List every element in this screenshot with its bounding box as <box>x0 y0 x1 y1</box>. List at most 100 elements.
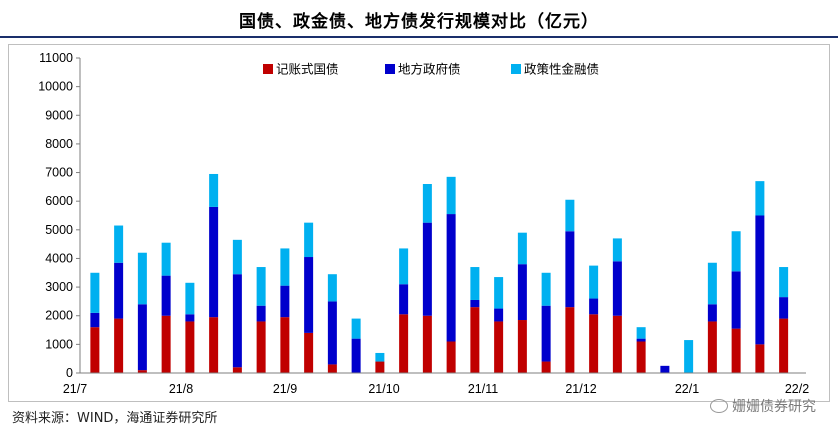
bar-segment <box>589 314 599 373</box>
legend: 记账式国债 地方政府债 政策性金融债 <box>263 62 599 77</box>
bar-segment <box>541 272 551 306</box>
bar-segment <box>541 361 551 373</box>
watermark: 姗姗债券研究 <box>710 396 816 416</box>
bar-segment <box>684 340 694 373</box>
bar-segment <box>565 307 575 373</box>
bar-segment <box>422 222 432 316</box>
bar-segment <box>589 298 599 315</box>
bar-segment <box>589 265 599 299</box>
bar-segment <box>707 304 717 322</box>
bar-segment <box>494 308 504 322</box>
bar-segment <box>161 275 171 316</box>
x-tick-label: 21/11 <box>468 382 498 396</box>
bar-segment <box>280 285 290 318</box>
bar-segment <box>731 231 741 272</box>
bar-segment <box>399 248 409 285</box>
bar-segment <box>755 215 765 345</box>
bar-segment <box>280 317 290 373</box>
y-tick-label: 1000 <box>45 337 73 351</box>
bar-area <box>90 173 789 373</box>
bar-segment <box>161 315 171 373</box>
bar-segment <box>304 332 314 373</box>
x-tick-label: 21/12 <box>565 382 596 396</box>
bar-segment <box>517 264 527 321</box>
chart-frame <box>8 44 830 402</box>
bar-segment <box>612 261 622 316</box>
bar-segment <box>185 314 195 322</box>
bar-segment <box>707 321 717 373</box>
bar-segment <box>90 272 100 313</box>
bar-segment <box>351 318 361 339</box>
bar-segment <box>375 361 385 373</box>
bar-segment <box>636 338 646 342</box>
bar-segment <box>755 344 765 373</box>
bar-segment <box>114 225 124 263</box>
bar-segment <box>494 277 504 309</box>
bar-segment <box>327 274 337 302</box>
chart-title: 国债、政金债、地方债发行规模对比（亿元） <box>239 12 599 32</box>
y-tick-label: 6000 <box>45 194 73 208</box>
bar-segment <box>779 267 789 298</box>
legend-swatch <box>511 64 521 74</box>
bar-segment <box>422 315 432 373</box>
bar-segment <box>209 173 219 207</box>
y-tick-label: 11000 <box>39 51 73 65</box>
x-tick-label: 22/2 <box>785 382 809 396</box>
bar-segment <box>137 370 147 373</box>
bar-segment <box>636 327 646 339</box>
y-tick-label: 0 <box>66 366 73 380</box>
x-tick-label: 21/10 <box>368 382 399 396</box>
bar-segment <box>446 176 456 215</box>
bar-segment <box>137 252 147 305</box>
bar-segment <box>517 232 527 265</box>
x-tick-label: 22/1 <box>675 382 699 396</box>
bar-segment <box>779 297 789 319</box>
bar-segment <box>304 257 314 333</box>
x-axis: 21/7 21/8 21/9 21/10 21/11 21/12 22/1 22/2 <box>63 372 809 396</box>
bar-segment <box>232 239 242 275</box>
y-tick-label: 7000 <box>45 166 73 180</box>
bar-segment <box>280 248 290 286</box>
bar-segment <box>612 238 622 262</box>
bar-segment <box>114 318 124 373</box>
bar-segment <box>660 365 670 373</box>
bar-segment <box>304 222 314 258</box>
bar-segment <box>612 315 622 373</box>
bar-segment <box>90 312 100 328</box>
bar-segment <box>494 321 504 373</box>
bar-segment <box>114 262 124 319</box>
bar-segment <box>256 305 266 322</box>
x-tick-label: 21/9 <box>273 382 297 396</box>
bar-segment <box>399 314 409 373</box>
x-tick-label: 21/7 <box>63 382 87 396</box>
bar-segment <box>185 282 195 315</box>
legend-label: 记账式国债 <box>276 62 339 77</box>
source-note: 资料来源：WIND，海通证券研究所 <box>12 411 218 426</box>
bar-segment <box>209 206 219 318</box>
legend-label: 政策性金融债 <box>524 62 599 77</box>
bar-segment <box>731 328 741 373</box>
watermark-text: 姗姗债券研究 <box>732 399 816 415</box>
bar-segment <box>256 321 266 373</box>
y-tick-label: 4000 <box>45 251 73 265</box>
y-axis: 0 1000 2000 3000 4000 5000 6000 7000 8000 9000 100… <box>38 51 81 380</box>
wechat-icon <box>710 399 728 413</box>
bar-segment <box>517 320 527 373</box>
bar-segment <box>327 301 337 365</box>
bar-segment <box>470 299 480 308</box>
bar-segment <box>779 318 789 373</box>
bar-segment <box>90 327 100 373</box>
title-bar: 国债、政金债、地方债发行规模对比（亿元） <box>0 0 838 38</box>
bar-segment <box>541 305 551 362</box>
x-tick-label: 21/8 <box>169 382 193 396</box>
bar-segment <box>446 214 456 342</box>
bar-segment <box>731 271 741 329</box>
bar-segment <box>565 199 575 232</box>
bar-segment <box>470 307 480 373</box>
bar-segment <box>446 341 456 373</box>
legend-swatch <box>385 64 395 74</box>
legend-label: 地方政府债 <box>398 62 461 77</box>
bar-segment <box>422 184 432 223</box>
bar-segment <box>755 181 765 216</box>
